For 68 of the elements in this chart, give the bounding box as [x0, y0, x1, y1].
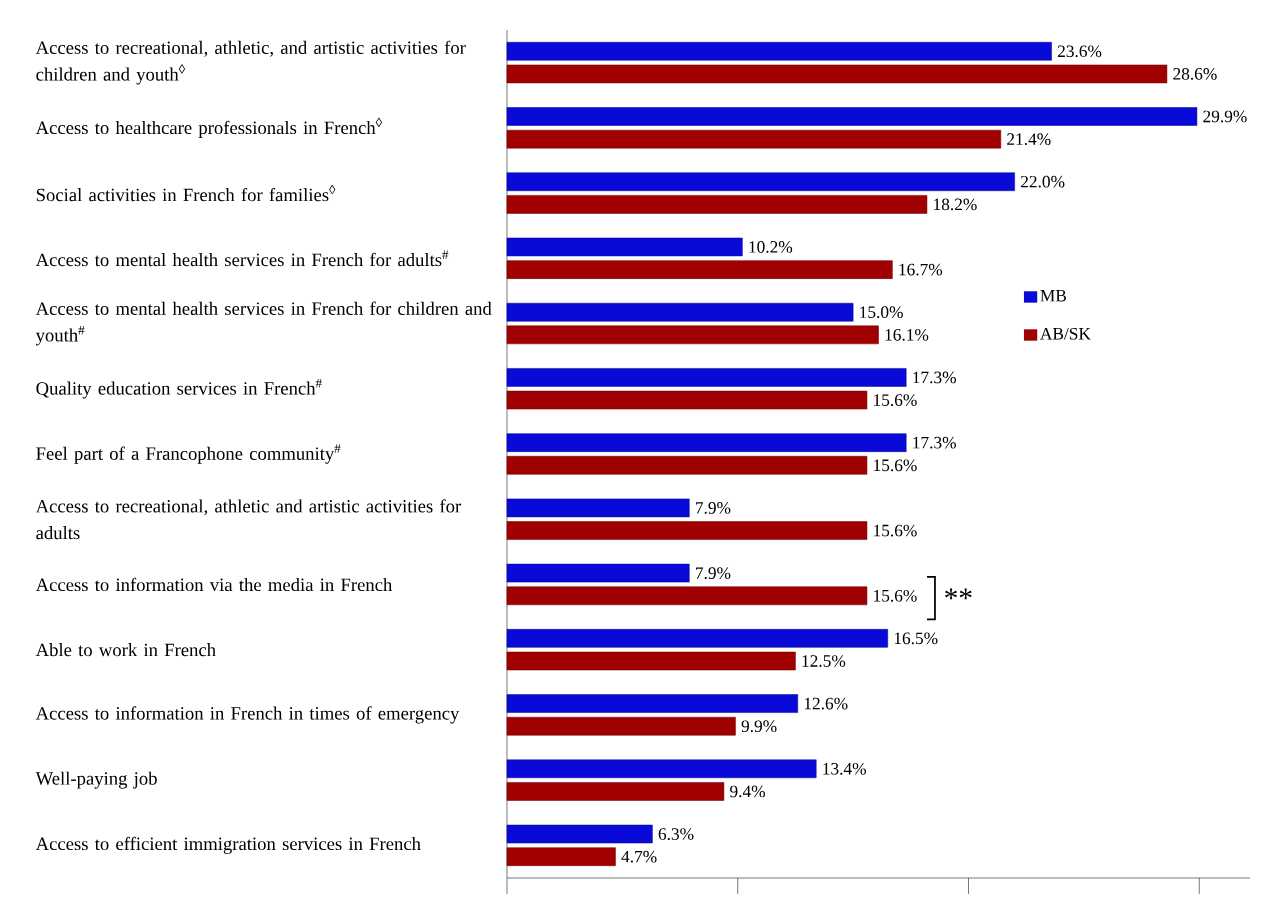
y-tick-label: Feel part of a Francophone community$^{#}$: [36, 444, 341, 464]
bar: [506, 651, 796, 671]
data-label: 23.6%: [1057, 45, 1102, 58]
bar: [506, 717, 736, 736]
bar: [506, 847, 616, 867]
data-label: 17.3%: [913, 371, 956, 384]
y-tick-label: Able to work in French: [35, 643, 216, 657]
data-label: 7.9%: [696, 567, 731, 580]
y-tick-label: Access to recreational, athletic and artistic activities for adults: [35, 499, 462, 540]
bar: [506, 433, 907, 453]
data-label: 18.2%: [934, 198, 977, 211]
y-tick-label: Access to efficient immigration services in French: [35, 836, 421, 855]
bar: [506, 390, 868, 410]
bar: [506, 521, 868, 540]
y-tick-label: Access to mental health services in French for adults$^{#}$: [35, 250, 449, 267]
data-label: 16.7%: [899, 263, 943, 276]
data-label: 15.6%: [874, 590, 917, 602]
bar: [506, 195, 928, 214]
bar: [506, 325, 879, 345]
bar: [506, 759, 817, 779]
y-tick-label: Social activities in French for families$^{◊}$: [36, 185, 336, 202]
y-tick-label: Access to healthcare professionals in French$^{◊}$: [35, 117, 383, 138]
data-label: 9.4%: [730, 785, 766, 798]
bar: [506, 107, 1198, 126]
data-label: 9.9%: [741, 720, 777, 733]
bar: [506, 303, 854, 322]
data-label: 6.3%: [658, 828, 694, 841]
bar: [506, 368, 907, 387]
bar: [506, 782, 725, 801]
bar: [506, 456, 868, 475]
y-tick-label: Well-paying job: [35, 771, 157, 789]
data-label: 15.6%: [874, 394, 917, 407]
y-tick-label: Access to mental health services in French for children and youth$^{#}$: [35, 301, 492, 346]
data-label: 16.5%: [894, 632, 938, 645]
data-label: 17.3%: [913, 436, 956, 449]
bar: [506, 694, 799, 713]
bar: [506, 824, 653, 844]
bar: [506, 64, 1168, 84]
bar: [506, 563, 690, 583]
bar: [506, 237, 743, 257]
annotation: **: [945, 588, 972, 600]
bar: [506, 260, 893, 279]
bar: [506, 586, 868, 606]
data-label: 12.6%: [804, 697, 848, 710]
data-label: 13.4%: [823, 763, 866, 775]
bar: [506, 629, 888, 648]
y-tick-label: Access to information in French in times of emergency: [35, 706, 460, 724]
data-label: 12.5%: [802, 655, 846, 667]
data-label: 15.6%: [874, 459, 917, 472]
data-label: 28.6%: [1173, 68, 1217, 80]
data-label: 7.9%: [696, 502, 731, 514]
y-tick-label: Access to recreational, athletic, and artistic activities for children and youth$^{◊}$: [35, 40, 466, 85]
y-tick-label: Access to information via the media in French: [35, 577, 393, 592]
data-label: 15.0%: [860, 306, 903, 319]
data-label: 21.4%: [1007, 133, 1051, 146]
bar: [506, 498, 690, 518]
data-label: 16.1%: [885, 329, 929, 341]
legend-label: AB/SK: [1040, 328, 1091, 340]
bar: [506, 172, 1015, 192]
data-label: 15.6%: [874, 524, 917, 537]
data-label: 10.2%: [749, 241, 793, 253]
bar: [506, 42, 1052, 61]
data-label: 29.9%: [1203, 110, 1247, 123]
bar: [506, 129, 1002, 149]
legend-label: MB: [1040, 290, 1066, 302]
y-tick-label: Quality education services in French$^{#}$: [36, 379, 322, 399]
data-label: 22.0%: [1021, 175, 1065, 188]
data-label: 4.7%: [621, 850, 657, 863]
